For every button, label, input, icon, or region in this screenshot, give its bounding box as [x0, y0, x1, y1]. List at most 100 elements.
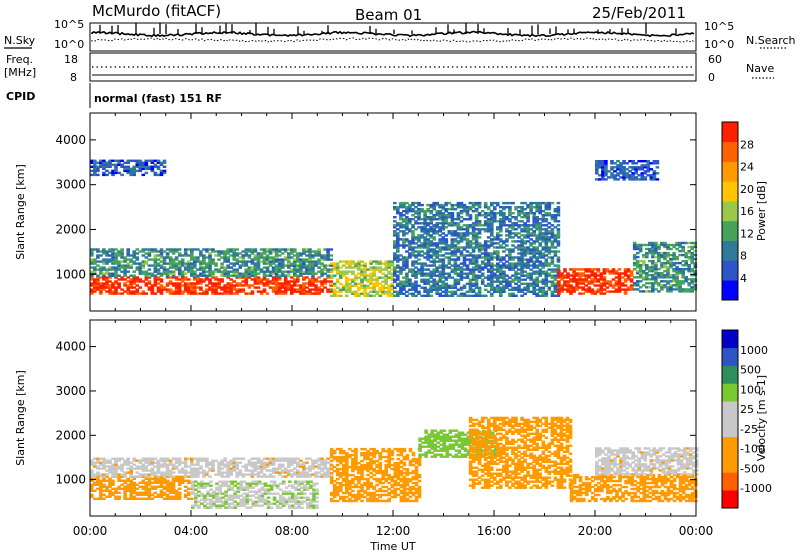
echo-cell	[469, 224, 473, 226]
echo-cell	[175, 282, 179, 284]
echo-cell	[457, 283, 461, 285]
echo-cell	[193, 282, 197, 284]
echo-cell	[160, 284, 164, 286]
echo-cell	[264, 499, 268, 501]
echo-cell	[538, 202, 542, 204]
echo-cell	[618, 286, 622, 288]
echo-cell	[178, 458, 182, 460]
echo-cell	[648, 278, 652, 280]
echo-cell	[457, 256, 461, 258]
echo-cell	[487, 252, 491, 254]
echo-cell	[145, 282, 149, 284]
echo-cell	[163, 286, 167, 288]
echo-cell	[669, 276, 673, 278]
echo-cell	[102, 490, 106, 492]
echo-cell	[93, 258, 97, 260]
echo-cell	[499, 210, 503, 212]
echo-cell	[457, 258, 461, 260]
echo-cell	[145, 473, 149, 475]
echo-cell	[694, 278, 698, 280]
echo-cell	[223, 458, 227, 460]
echo-cell	[426, 238, 430, 240]
echo-cell	[438, 271, 442, 273]
echo-cell	[154, 471, 158, 473]
echo-cell	[193, 464, 197, 466]
echo-cell	[426, 216, 430, 218]
echo-cell	[296, 264, 300, 266]
echo-cell	[557, 244, 561, 246]
echo-cell	[90, 469, 94, 471]
echo-cell	[154, 254, 158, 256]
echo-cell	[487, 268, 491, 270]
echo-cell	[194, 493, 198, 495]
echo-cell	[457, 246, 461, 248]
echo-cell	[154, 458, 158, 460]
echo-cell	[117, 496, 121, 498]
echo-cell	[93, 482, 97, 484]
echo-cell	[273, 497, 277, 499]
echo-cell	[438, 258, 442, 260]
echo-cell	[408, 244, 412, 246]
echo-cell	[690, 252, 694, 254]
echo-cell	[305, 254, 309, 256]
echo-cell	[478, 212, 482, 214]
echo-cell	[305, 286, 309, 288]
echo-cell	[205, 271, 209, 273]
echo-cell	[145, 465, 149, 467]
echo-cell	[508, 224, 512, 226]
echo-cell	[187, 492, 191, 494]
echo-cell	[660, 252, 664, 254]
echo-cell	[326, 271, 330, 273]
echo-cell	[411, 232, 415, 234]
nsky-tick-bottom: 10^0	[54, 38, 84, 51]
echo-cell	[448, 252, 452, 254]
echo-cell	[690, 246, 694, 248]
echo-cell	[257, 286, 261, 288]
echo-cell	[508, 277, 512, 279]
echo-cell	[557, 295, 561, 297]
echo-cell	[694, 288, 698, 290]
echo-cell	[508, 232, 512, 234]
echo-cell	[345, 295, 349, 297]
echo-cell	[114, 488, 118, 490]
echo-cell	[487, 206, 491, 208]
echo-cell	[654, 264, 658, 266]
echo-cell	[275, 271, 279, 273]
echo-cell	[481, 273, 485, 275]
echo-cell	[284, 256, 288, 258]
echo-cell	[648, 248, 652, 250]
echo-cell	[217, 258, 221, 260]
echo-cell	[669, 264, 673, 266]
echo-cell	[417, 234, 421, 236]
echo-cell	[93, 248, 97, 250]
echo-cell	[123, 460, 127, 462]
echo-cell	[255, 481, 259, 483]
echo-cell	[469, 202, 473, 204]
echo-cell	[448, 212, 452, 214]
echo-cell	[154, 160, 158, 162]
echo-cell	[184, 490, 188, 492]
echo-cell	[203, 495, 207, 497]
echo-cell	[628, 166, 632, 168]
echo-cell	[145, 252, 149, 254]
echo-cell	[609, 290, 613, 292]
echo-cell	[357, 273, 361, 275]
echo-cell	[114, 168, 118, 170]
echo-cell	[123, 166, 127, 168]
echo-cell	[266, 278, 270, 280]
echo-cell	[193, 256, 197, 258]
echo-cell	[175, 262, 179, 264]
echo-cell	[329, 248, 333, 250]
echo-cell	[408, 293, 412, 295]
echo-cell	[563, 268, 567, 270]
echo-cell	[194, 485, 198, 487]
echo-cell	[487, 283, 491, 285]
echo-cell	[175, 458, 179, 460]
echo-cell	[333, 283, 337, 285]
echo-cell	[448, 222, 452, 224]
echo-cell	[648, 282, 652, 284]
echo-cell	[175, 286, 179, 288]
echo-cell	[235, 248, 239, 250]
echo-cell	[694, 250, 698, 252]
